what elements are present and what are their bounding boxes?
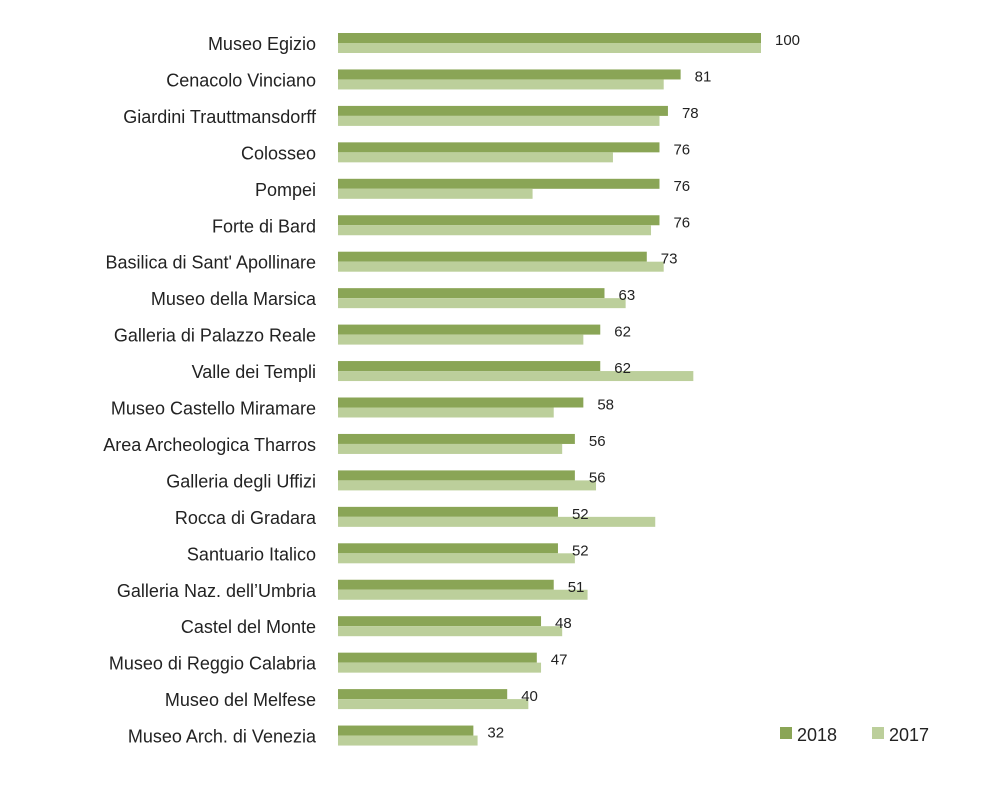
bar-2018 — [338, 361, 601, 372]
bar-2017 — [338, 261, 664, 272]
bar-2018 — [338, 470, 575, 481]
legend-label-2017: 2017 — [889, 725, 929, 745]
value-label: 32 — [487, 725, 504, 742]
bar-2018 — [338, 288, 605, 299]
category-label: Rocca di Gradara — [175, 508, 317, 528]
bar-2017 — [338, 662, 542, 673]
bar-2018 — [338, 105, 668, 116]
bar-2017 — [338, 589, 588, 600]
category-label: Galleria Naz. dell’Umbria — [117, 581, 317, 601]
category-label: Museo Egizio — [208, 34, 316, 54]
bar-2018 — [338, 433, 575, 444]
category-label: Castel del Monte — [181, 617, 316, 637]
value-label: 40 — [521, 688, 538, 705]
legend-swatch-2017 — [872, 727, 884, 739]
value-label: 76 — [673, 178, 690, 195]
bar-2017 — [338, 553, 575, 564]
category-label: Museo di Reggio Calabria — [109, 654, 317, 674]
category-label: Colosseo — [241, 143, 316, 163]
bar-2017 — [338, 443, 563, 454]
value-label: 81 — [695, 68, 712, 85]
value-label: 56 — [589, 469, 606, 486]
category-labels: Museo Egizio Cenacolo Vinciano Giardini Tr… — [103, 34, 317, 747]
value-label: 58 — [597, 397, 614, 414]
bar-2017 — [338, 371, 694, 382]
value-label: 62 — [614, 324, 631, 341]
bar-2018 — [338, 69, 681, 80]
value-label: 78 — [682, 105, 699, 122]
bar-2018 — [338, 324, 601, 335]
bar-2018 — [338, 579, 554, 590]
category-label: Galleria degli Uffizi — [166, 471, 316, 491]
bar-2017 — [338, 43, 761, 53]
value-labels: 100 81 78 76 76 76 73 63 62 62 58 56 56 52 52 51 48 47 40 3… — [487, 32, 800, 742]
bar-2017 — [338, 79, 664, 90]
bar-2017 — [338, 188, 533, 199]
bar-2018 — [338, 215, 660, 226]
bar-2017 — [338, 152, 613, 163]
value-label: 51 — [568, 579, 585, 596]
bar-2017 — [338, 480, 597, 491]
bar-2017 — [338, 699, 529, 710]
value-label: 100 — [775, 32, 800, 49]
legend-swatch-2018 — [780, 727, 792, 739]
bar-2017 — [338, 735, 478, 746]
value-label: 47 — [551, 652, 568, 669]
bar-2018 — [338, 33, 761, 43]
category-label: Area Archeologica Tharros — [103, 435, 316, 455]
bar-2018 — [338, 251, 647, 262]
value-label: 52 — [572, 506, 589, 523]
value-label: 63 — [618, 287, 635, 304]
bar-2018 — [338, 543, 558, 554]
category-label: Forte di Bard — [212, 216, 316, 236]
category-label: Valle dei Templi — [192, 362, 316, 382]
bar-2018 — [338, 397, 584, 408]
bar-2017 — [338, 626, 563, 637]
category-label: Cenacolo Vinciano — [166, 70, 316, 90]
category-label: Galleria di Palazzo Reale — [114, 326, 316, 346]
bar-2017 — [338, 115, 660, 126]
value-label: 62 — [614, 360, 631, 377]
bar-2018 — [338, 725, 474, 736]
bar-2017 — [338, 298, 626, 309]
bar-2017 — [338, 225, 652, 236]
legend-label-2018: 2018 — [797, 725, 837, 745]
legend: 2018 2017 — [780, 725, 929, 745]
category-label: Santuario Italico — [187, 544, 316, 564]
bar-2018 — [338, 142, 660, 153]
category-label: Museo della Marsica — [151, 289, 317, 309]
category-label: Pompei — [255, 180, 316, 200]
bar-2018 — [338, 178, 660, 189]
category-label: Basilica di Sant' Apollinare — [105, 253, 316, 273]
bar-2018 — [338, 652, 537, 663]
category-label: Museo del Melfese — [165, 690, 316, 710]
value-label: 76 — [673, 141, 690, 158]
value-label: 76 — [673, 214, 690, 231]
bar-2018 — [338, 616, 542, 627]
value-label: 73 — [661, 251, 678, 268]
bar-2017 — [338, 516, 656, 527]
value-label: 56 — [589, 433, 606, 450]
bar-2018 — [338, 506, 558, 517]
category-label: Museo Arch. di Venezia — [128, 727, 317, 747]
bars — [338, 33, 761, 746]
bar-2018 — [338, 689, 508, 700]
value-label: 52 — [572, 542, 589, 559]
bar-2017 — [338, 407, 554, 418]
bar-2017 — [338, 334, 584, 345]
category-label: Museo Castello Miramare — [111, 399, 316, 419]
value-label: 48 — [555, 615, 572, 632]
category-label: Giardini Trauttmansdorff — [123, 107, 317, 127]
